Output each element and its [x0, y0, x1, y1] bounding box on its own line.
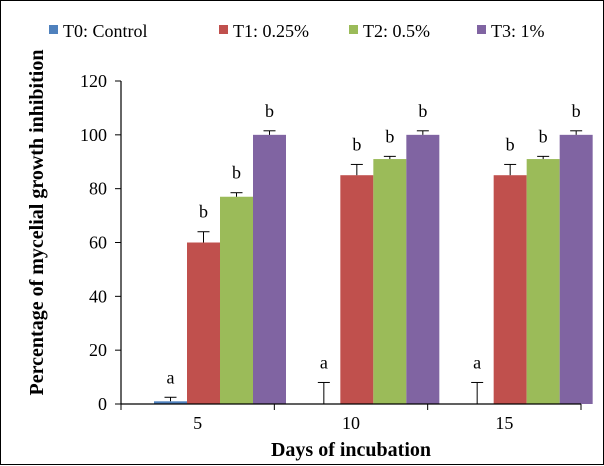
significance-label: b — [418, 101, 427, 121]
y-axis-title: Percentage of mycelial growth inhibition — [26, 50, 48, 396]
bar — [253, 134, 286, 405]
legend-swatch — [349, 25, 358, 34]
bar — [373, 159, 407, 404]
legend-swatch — [49, 25, 58, 34]
legend-swatch — [477, 25, 486, 34]
significance-label: b — [199, 202, 208, 222]
x-axis-title: Days of incubation — [271, 439, 431, 461]
bar — [493, 175, 527, 404]
significance-label: a — [473, 352, 481, 372]
legend-label: T0: Control — [63, 21, 148, 41]
legend-label: T3: 1% — [491, 21, 545, 41]
significance-label: b — [539, 126, 548, 146]
significance-label: b — [385, 126, 394, 146]
bar — [406, 134, 440, 405]
y-tick-label: 80 — [89, 179, 107, 199]
y-tick-label: 100 — [80, 125, 107, 145]
legend-label: T2: 0.5% — [363, 21, 430, 41]
y-tick-label: 0 — [98, 394, 107, 414]
bar — [526, 159, 560, 404]
y-tick-label: 20 — [89, 340, 107, 360]
error-bars-layer — [164, 130, 583, 404]
axes-layer: 0 20 40 60 80 100 120 5 10 15 — [80, 71, 582, 433]
legend: T0: Control T1: 0.25% T2: 0.5% T3: 1% — [49, 21, 545, 41]
x-tick-label: 15 — [495, 413, 513, 433]
significance-label: a — [320, 352, 328, 372]
significance-label: b — [352, 134, 361, 154]
significance-label: b — [232, 163, 241, 183]
significance-label: b — [506, 134, 515, 154]
bars-layer — [154, 134, 593, 405]
legend-label: T1: 0.25% — [233, 21, 309, 41]
significance-label: a — [167, 367, 175, 387]
y-tick-label: 40 — [89, 286, 107, 306]
x-tick-label: 5 — [193, 413, 202, 433]
y-tick-label: 120 — [80, 71, 107, 91]
bar — [559, 134, 593, 405]
bar — [187, 242, 220, 404]
x-tick-label: 10 — [342, 413, 360, 433]
legend-swatch — [219, 25, 228, 34]
bar — [220, 196, 253, 404]
significance-labels-layer: a b b b a b b b a b b b — [167, 101, 581, 387]
bar — [340, 175, 374, 404]
bar — [154, 401, 187, 404]
significance-label: b — [572, 101, 581, 121]
significance-label: b — [265, 101, 274, 121]
y-tick-label: 60 — [89, 233, 107, 253]
